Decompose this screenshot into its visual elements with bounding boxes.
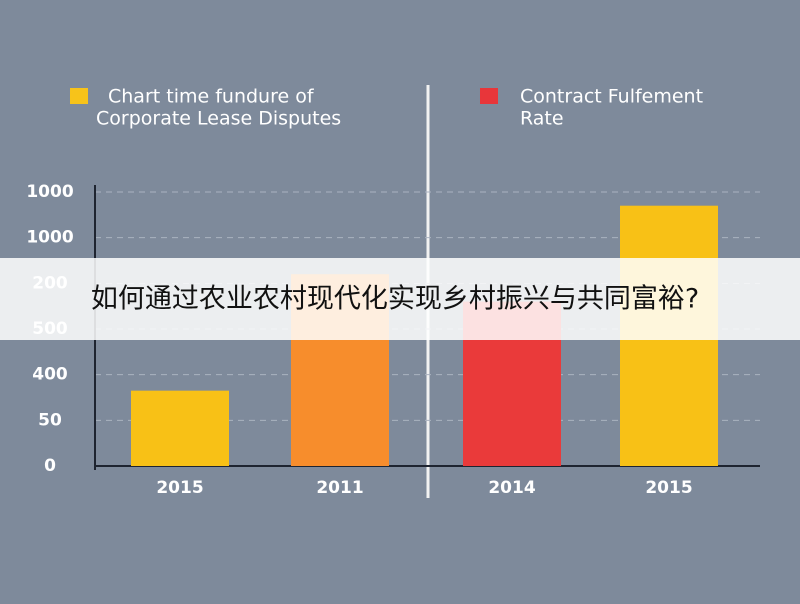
legend-label: Chart time fundure of — [108, 86, 315, 108]
legend-label: Corporate Lease Disputes — [96, 108, 341, 130]
y-tick-label: 400 — [32, 365, 68, 385]
y-tick-label: 1000 — [26, 182, 73, 202]
x-tick-label: 2014 — [488, 478, 535, 498]
x-tick-label: 2015 — [156, 478, 203, 498]
y-tick-label: 50 — [38, 410, 62, 430]
legend-label: Rate — [520, 108, 564, 130]
banner-text: 如何通过农业农村现代化实现乡村振兴与共同富裕? — [91, 284, 699, 315]
legend-label: Contract Fulfement — [520, 86, 703, 108]
legend-swatch — [480, 88, 498, 104]
x-tick-label: 2015 — [645, 478, 692, 498]
y-tick-label: 1000 — [26, 228, 73, 248]
bar — [131, 390, 229, 466]
y-tick-label: 0 — [44, 456, 56, 476]
legend-swatch — [70, 88, 88, 104]
x-tick-label: 2011 — [316, 478, 363, 498]
banner — [0, 258, 800, 340]
